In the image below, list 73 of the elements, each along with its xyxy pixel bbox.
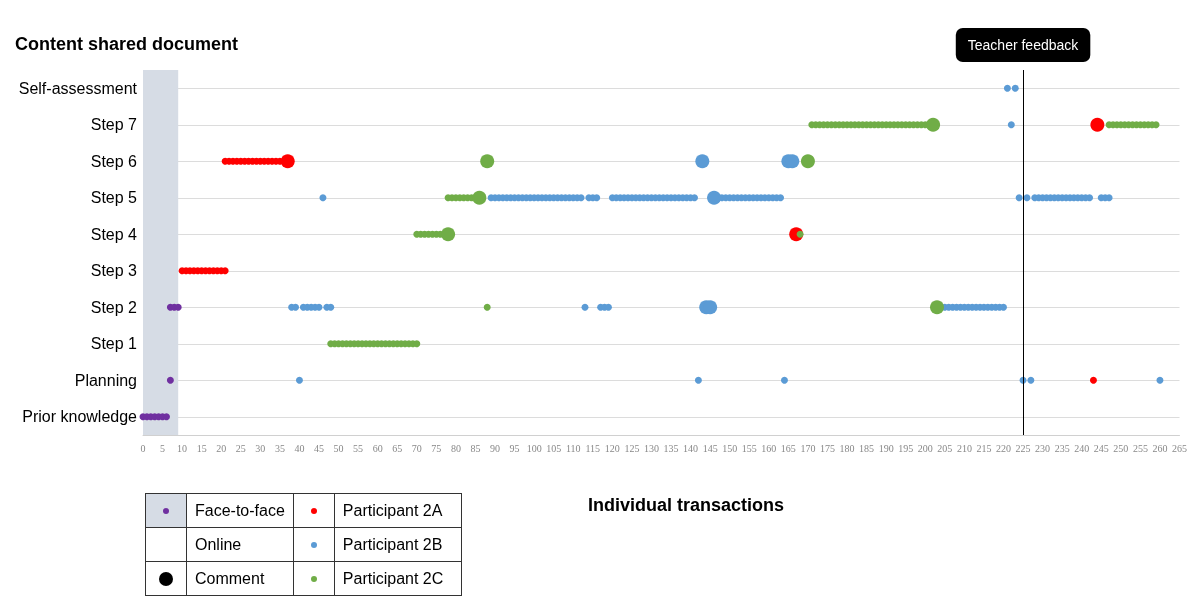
x-tick-label: 10	[177, 442, 188, 454]
y-tick-label: Step 4	[90, 225, 138, 243]
x-tick-label: 260	[1152, 442, 1168, 454]
x-tick-label: 30	[255, 442, 266, 454]
x-tick-label: 155	[741, 442, 757, 454]
x-tick-label: 145	[702, 442, 718, 454]
x-axis-title: Individual transactions	[588, 495, 785, 515]
x-tick-label: 110	[565, 442, 581, 454]
y-tick-label: Step 6	[90, 152, 138, 170]
x-tick-label: 35	[274, 442, 285, 454]
ref-line-label: Teacher feedback	[967, 37, 1080, 53]
x-tick-label: 165	[780, 442, 796, 454]
x-tick-label: 90	[490, 442, 501, 454]
x-tick-label: 235	[1054, 442, 1070, 454]
x-tick-label: 115	[585, 442, 601, 454]
x-tick-label: 175	[819, 442, 835, 454]
x-tick-label: 40	[294, 442, 305, 454]
x-tick-label: 200	[917, 442, 933, 454]
x-tick-label: 190	[878, 442, 894, 454]
x-tick-label: 210	[956, 442, 972, 454]
x-tick-label: 20	[216, 442, 227, 454]
y-tick-label: Step 3	[90, 262, 138, 280]
x-tick-label: 170	[800, 442, 816, 454]
x-tick-label: 50	[333, 442, 344, 454]
x-tick-label: 60	[372, 442, 383, 454]
x-tick-label: 85	[470, 442, 481, 454]
x-tick-label: 160	[761, 442, 777, 454]
x-tick-label: 0	[140, 442, 146, 454]
y-tick-label: Planning	[74, 371, 137, 389]
x-tick-label: 130	[643, 442, 659, 454]
y-tick-label: Step 5	[90, 189, 138, 207]
x-tick-label: 205	[937, 442, 953, 454]
x-tick-label: 240	[1074, 442, 1090, 454]
y-axis-title: Content shared document	[15, 34, 239, 54]
x-tick-label: 55	[353, 442, 364, 454]
text: Comment	[186, 561, 294, 596]
x-tick-label: 95	[509, 442, 520, 454]
legend-label: Participant 2A	[334, 493, 462, 528]
x-tick-label: 180	[839, 442, 855, 454]
x-tick-label: 25	[235, 442, 246, 454]
x-tick-label: 185	[859, 442, 875, 454]
y-tick-label: Self-assessment	[18, 79, 138, 97]
x-tick-label: 15	[196, 442, 207, 454]
text: Online	[186, 527, 294, 562]
x-tick-label: 65	[392, 442, 403, 454]
x-tick-label: 195	[898, 442, 914, 454]
x-tick-label: 255	[1132, 442, 1148, 454]
x-tick-label: 230	[1035, 442, 1051, 454]
x-tick-label: 135	[663, 442, 679, 454]
y-tick-label: Step 7	[90, 116, 138, 134]
x-tick-label: 105	[546, 442, 562, 454]
x-tick-label: 70	[411, 442, 422, 454]
x-tick-label: 140	[683, 442, 699, 454]
x-tick-label: 5	[160, 442, 166, 454]
x-tick-label: 150	[722, 442, 738, 454]
x-tick-label: 250	[1113, 442, 1129, 454]
x-tick-label: 125	[624, 442, 640, 454]
x-tick-label: 245	[1093, 442, 1109, 454]
x-tick-label: 215	[976, 442, 992, 454]
x-tick-label: 100	[526, 442, 542, 454]
legend-label: Participant 2C	[334, 561, 462, 596]
legend-label: Face-to-face	[186, 493, 294, 528]
x-tick-label: 225	[1015, 442, 1031, 454]
y-tick-label: Step 1	[90, 335, 138, 353]
x-tick-label: 120	[604, 442, 620, 454]
x-tick-label: 220	[995, 442, 1011, 454]
x-tick-label: 45	[314, 442, 325, 454]
x-tick-label: 75	[431, 442, 442, 454]
y-tick-label: Step 2	[90, 298, 138, 316]
x-tick-label: 80	[450, 442, 461, 454]
y-tick-label: Prior knowledge	[22, 408, 138, 426]
x-tick-label: 265	[1172, 442, 1187, 454]
legend-label: Participant 2B	[334, 527, 462, 562]
